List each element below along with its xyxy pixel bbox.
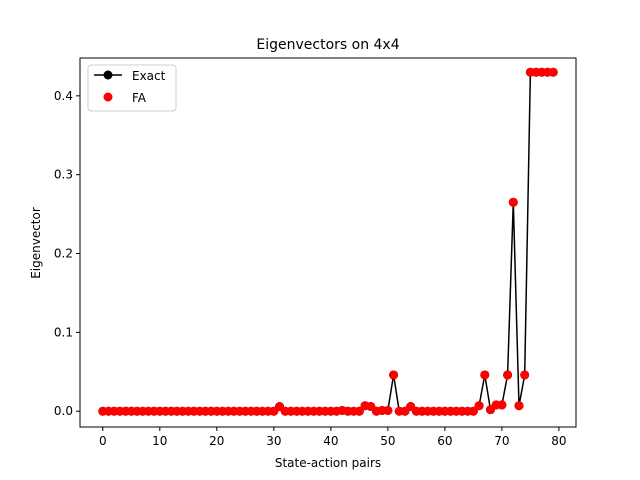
x-axis-ticks: 0 10 20 30 40 50 60 70 80 xyxy=(99,427,567,448)
series-fa-point xyxy=(468,406,478,416)
x-tick-label: 40 xyxy=(323,434,338,448)
legend-exact-marker xyxy=(103,70,113,80)
series-fa-point xyxy=(503,370,513,380)
series-fa-point xyxy=(497,400,507,410)
x-tick-label: 60 xyxy=(437,434,452,448)
series-fa-point xyxy=(508,197,518,207)
series-exact-line xyxy=(102,71,554,412)
series-fa-point xyxy=(474,401,484,411)
series-fa-point xyxy=(520,370,530,380)
x-tick-label: 70 xyxy=(494,434,509,448)
y-axis-label: Eigenvector xyxy=(29,207,43,279)
y-tick-label: 0.4 xyxy=(54,89,73,103)
axes-frame xyxy=(79,57,577,428)
x-tick-label: 0 xyxy=(99,434,107,448)
y-tick-label: 0.2 xyxy=(54,247,73,261)
series-fa-point xyxy=(480,370,490,380)
series-fa-point xyxy=(383,405,393,415)
x-tick-label: 10 xyxy=(152,434,167,448)
series-layer xyxy=(98,67,558,416)
x-axis-label: State-action pairs xyxy=(275,456,381,470)
y-tick-label: 0.1 xyxy=(54,325,73,339)
plot-area xyxy=(79,57,577,428)
x-tick-label: 80 xyxy=(551,434,566,448)
legend-exact-label: Exact xyxy=(132,69,166,83)
x-tick-label: 20 xyxy=(209,434,224,448)
series-fa-point xyxy=(548,67,558,77)
y-tick-label: 0.3 xyxy=(54,168,73,182)
legend-fa-marker xyxy=(103,92,113,102)
y-tick-label: 0.0 xyxy=(54,404,73,418)
legend-fa-label: FA xyxy=(132,91,147,105)
series-fa-point xyxy=(514,401,524,411)
chart-title: Eigenvectors on 4x4 xyxy=(256,37,399,53)
x-tick-label: 50 xyxy=(380,434,395,448)
series-fa-point xyxy=(389,370,399,380)
x-tick-label: 30 xyxy=(266,434,281,448)
series-fa-point xyxy=(354,406,364,416)
y-axis-ticks: 0.0 0.1 0.2 0.3 0.4 xyxy=(54,89,80,418)
legend: Exact FA xyxy=(87,64,177,112)
